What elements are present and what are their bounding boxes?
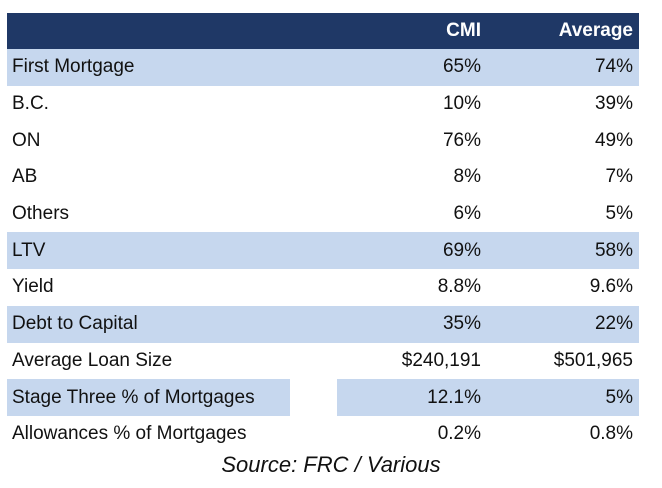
table-row-others: Others 6% 5% (7, 196, 639, 233)
header-cmi: CMI (337, 13, 487, 49)
row-label: LTV (7, 232, 337, 270)
table-row-debt-to-capital: Debt to Capital 35% 22% (7, 305, 639, 343)
row-label: Average Loan Size (12, 349, 173, 371)
average-value: 22% (487, 305, 639, 343)
cmi-value: 8% (453, 166, 481, 188)
average-value: 0.8% (589, 423, 633, 445)
row-label: B.C. (12, 93, 49, 115)
row-label: AB (12, 166, 38, 188)
average-value: 9.6% (589, 276, 633, 298)
row-label: Yield (12, 276, 54, 298)
cmi-value: 76% (442, 129, 481, 151)
source-caption: Source: FRC / Various (221, 452, 441, 477)
row-label: Stage Three % of Mortgages (7, 379, 337, 416)
table-row-on: ON 76% 49% (7, 122, 639, 159)
table-row-average-loan-size: Average Loan Size $240,191 $501,965 (7, 343, 639, 380)
average-value: 39% (594, 93, 633, 115)
table-row-ab: AB 8% 7% (7, 159, 639, 196)
cmi-value: 10% (442, 93, 481, 115)
row-label: Debt to Capital (7, 305, 337, 343)
average-value: 5% (605, 203, 633, 225)
row-label: Allowances % of Mortgages (12, 423, 247, 445)
table-row-first-mortgage: First Mortgage 65% 74% (7, 49, 639, 86)
average-value: $501,965 (553, 349, 633, 371)
header-average: Average (487, 13, 639, 49)
average-value: 49% (594, 129, 633, 151)
average-value: 7% (605, 166, 633, 188)
header-label-column (7, 13, 337, 49)
table-row-ltv: LTV 69% 58% (7, 232, 639, 270)
average-value: 58% (487, 232, 639, 270)
table-header-row: CMI Average (7, 13, 639, 49)
cmi-value: 12.1% (337, 379, 487, 416)
cmi-value: 6% (453, 203, 481, 225)
table-row-bc: B.C. 10% 39% (7, 86, 639, 123)
cmi-value: 65% (337, 49, 487, 86)
cmi-value: $240,191 (401, 349, 481, 371)
cmi-value: 8.8% (437, 276, 481, 298)
comparison-table: CMI Average First Mortgage 65% 74% B.C. … (7, 13, 639, 453)
average-value: 74% (487, 49, 639, 86)
row-label: First Mortgage (7, 49, 337, 86)
table-row-stage-three: Stage Three % of Mortgages 12.1% 5% (7, 379, 639, 416)
table-row-allowances: Allowances % of Mortgages 0.2% 0.8% (7, 416, 639, 453)
row-label: Others (12, 203, 70, 225)
comparison-table-container: CMI Average First Mortgage 65% 74% B.C. … (7, 13, 639, 453)
table-row-yield: Yield 8.8% 9.6% (7, 269, 639, 306)
cmi-value: 35% (337, 305, 487, 343)
row-label: ON (12, 129, 41, 151)
cmi-value: 0.2% (437, 423, 481, 445)
average-value: 5% (487, 379, 639, 416)
cmi-value: 69% (337, 232, 487, 270)
